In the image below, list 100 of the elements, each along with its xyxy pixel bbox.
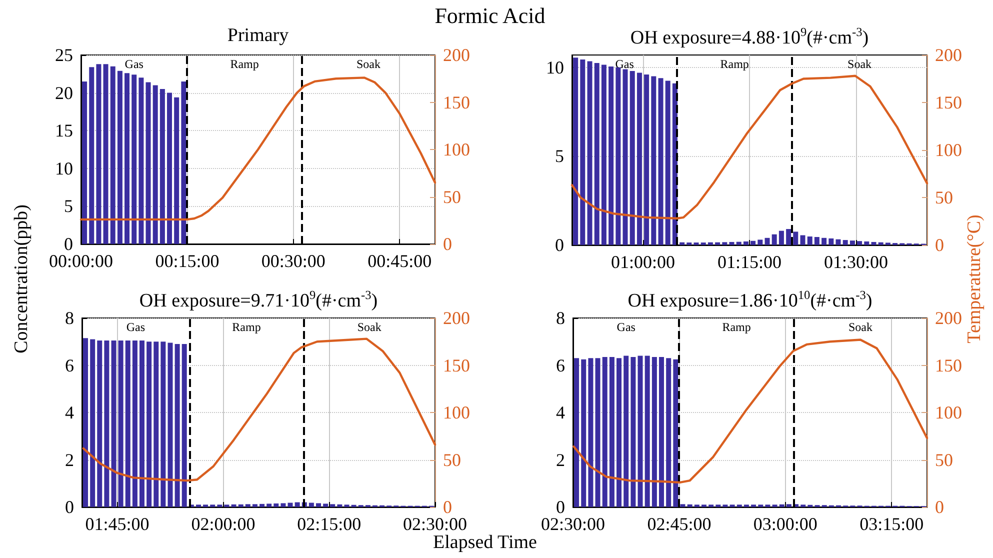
y-tick-label: 0 — [556, 497, 565, 517]
bar — [687, 504, 692, 507]
bar — [587, 61, 592, 245]
y-tick-label: 25 — [55, 45, 73, 65]
bar — [729, 242, 734, 245]
y-axis-title: Concentration(ppb) — [11, 204, 33, 354]
x-axis-title: Elapsed Time — [433, 532, 537, 554]
y2-tick-label: 200 — [935, 308, 962, 328]
bar — [715, 242, 720, 245]
y-tick-label: 0 — [555, 235, 564, 255]
bar — [160, 342, 166, 507]
bar — [764, 238, 770, 245]
annotation: Gas — [124, 57, 144, 71]
annotation: Gas — [615, 57, 634, 71]
y2-tick-label: 0 — [443, 234, 452, 254]
bar — [807, 236, 812, 245]
line-series — [80, 76, 436, 221]
bar — [822, 238, 827, 245]
bar — [836, 239, 841, 245]
bar — [266, 504, 272, 507]
bar — [666, 358, 672, 507]
x-tick-label: 02:00:00 — [191, 514, 256, 534]
bar — [231, 504, 236, 507]
y2-tick-label: 100 — [935, 140, 962, 160]
bar — [308, 502, 314, 507]
x-tick-label: 02:15:00 — [297, 514, 362, 534]
x-tick-label: 01:15:00 — [717, 252, 782, 272]
y2-tick-label: 100 — [935, 402, 962, 422]
y2-tick-label: 150 — [443, 92, 470, 112]
bar — [658, 356, 664, 507]
x-tick-label: 03:00:00 — [753, 514, 818, 534]
y-tick-label: 5 — [64, 196, 73, 216]
bar — [608, 66, 614, 245]
y-tick-label: 2 — [65, 450, 74, 470]
y-tick-label: 15 — [55, 120, 73, 141]
bar — [245, 504, 250, 507]
bar — [743, 241, 748, 245]
bar — [89, 67, 94, 244]
annotation: Soak — [848, 320, 872, 334]
bar — [644, 74, 650, 245]
bar — [294, 502, 300, 507]
x-tick-label: 02:30:00 — [402, 514, 468, 534]
y2-tick-label: 50 — [935, 188, 953, 208]
bar — [124, 73, 130, 244]
y-tick-label: 20 — [55, 82, 73, 103]
bar — [280, 503, 286, 507]
x-tick-label: 02:30:00 — [540, 514, 606, 534]
bar — [624, 356, 629, 507]
bar — [673, 359, 678, 507]
bar — [800, 235, 806, 245]
line-series — [572, 338, 928, 484]
y2-tick-label: 50 — [443, 186, 461, 207]
text: Formic Acid — [434, 3, 546, 29]
bar — [181, 81, 186, 244]
x-tick-label: 00:15:00 — [155, 251, 220, 271]
bar — [665, 80, 670, 245]
bar — [758, 240, 763, 245]
bar — [132, 74, 137, 244]
bar — [609, 356, 614, 507]
bar — [117, 70, 122, 244]
bar — [138, 78, 144, 244]
chart-title: OH exposure=9.71·10$^{9}$(#·cm$^{-3}$) — [139, 288, 378, 312]
y-tick-label: 2 — [556, 450, 565, 470]
bar — [778, 230, 784, 245]
bar — [581, 359, 586, 507]
bar — [125, 340, 130, 507]
bar — [152, 85, 158, 244]
bar — [252, 504, 258, 507]
bar — [260, 504, 265, 507]
annotation: Ramp — [232, 320, 261, 334]
annotation: Ramp — [720, 57, 749, 71]
chart-title: Primary — [227, 25, 289, 47]
bar — [878, 242, 884, 245]
bar — [288, 502, 293, 507]
bar — [680, 504, 686, 507]
y-tick-label: 8 — [556, 308, 565, 328]
annotation: Soak — [848, 57, 872, 71]
y-tick-label: 0 — [64, 234, 73, 254]
bar — [104, 340, 110, 507]
y-tick-label: 8 — [65, 308, 74, 328]
bar — [602, 356, 608, 507]
annotation: Ramp — [230, 57, 259, 71]
bar — [651, 76, 656, 245]
bar — [601, 64, 606, 245]
bar — [595, 358, 600, 507]
x-tick-label: 01:00:00 — [611, 252, 676, 272]
bar — [154, 342, 159, 507]
bar — [82, 81, 88, 244]
y2-tick-label: 0 — [443, 497, 452, 517]
x-tick-label: 02:45:00 — [647, 514, 712, 534]
bar — [337, 504, 342, 507]
y-tick-label: 4 — [556, 402, 565, 422]
bar — [174, 344, 180, 507]
annotation: Ramp — [722, 320, 751, 334]
bar — [616, 358, 622, 507]
bar — [630, 70, 635, 245]
y2-tick-label: 150 — [935, 355, 962, 376]
bar — [644, 356, 650, 507]
bar — [139, 340, 144, 507]
y2-tick-label: 150 — [935, 92, 962, 112]
